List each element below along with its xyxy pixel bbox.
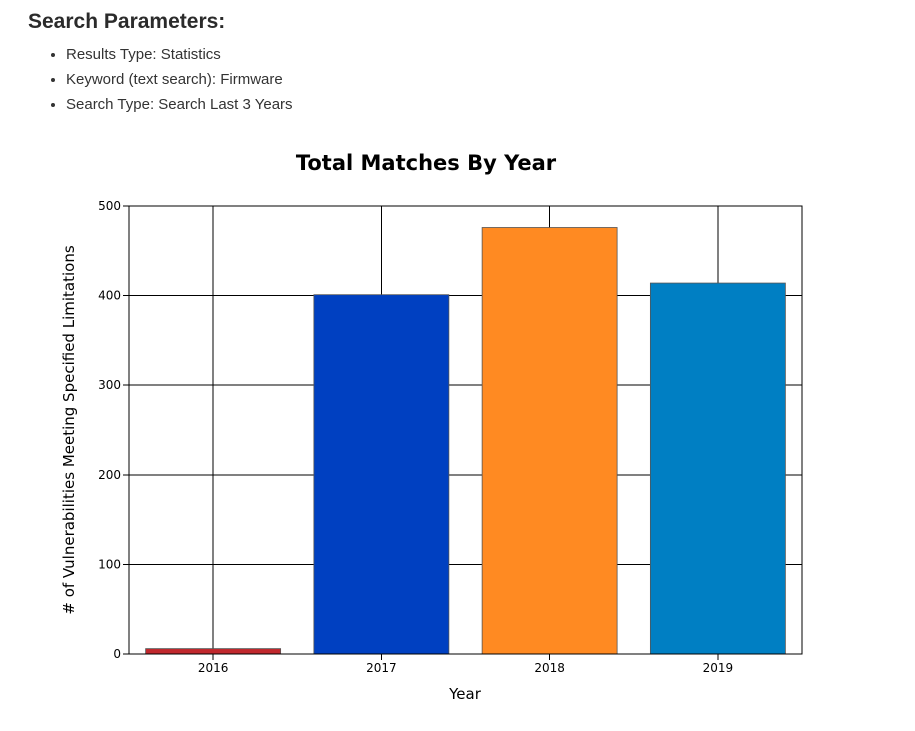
- x-tick-label: 2016: [198, 661, 229, 675]
- x-tick-label: 2018: [534, 661, 565, 675]
- bar-2016: [145, 648, 282, 655]
- x-tick-label: 2017: [366, 661, 397, 675]
- axes: 0 100 200 300 400 500 2016 2017 2018 2019: [98, 199, 803, 675]
- x-tick-label: 2019: [703, 661, 734, 675]
- y-tick-label: 400: [98, 289, 121, 303]
- bar-2018: [481, 227, 618, 655]
- search-parameters: Search Parameters: Results Type: Statist…: [28, 10, 293, 117]
- param-keyword: Keyword (text search): Firmware: [66, 67, 293, 92]
- y-tick-label: 500: [98, 199, 121, 213]
- search-parameters-list: Results Type: Statistics Keyword (text s…: [28, 42, 293, 117]
- y-tick-label: 300: [98, 378, 121, 392]
- x-axis-label: Year: [448, 685, 482, 703]
- bars: [145, 227, 786, 655]
- search-parameters-heading: Search Parameters:: [28, 10, 226, 33]
- param-results-type: Results Type: Statistics: [66, 42, 293, 67]
- y-tick-label: 0: [113, 647, 121, 661]
- y-tick-label: 100: [98, 557, 121, 571]
- param-search-type: Search Type: Search Last 3 Years: [66, 92, 293, 117]
- bar-2019: [649, 282, 786, 655]
- plot-frame: [128, 205, 803, 655]
- y-tick-label: 200: [98, 468, 121, 482]
- chart-title: Total Matches By Year: [296, 151, 557, 175]
- bar-2017: [313, 294, 450, 655]
- y-axis-label: # of Vulnerabilities Meeting Specified L…: [60, 245, 78, 614]
